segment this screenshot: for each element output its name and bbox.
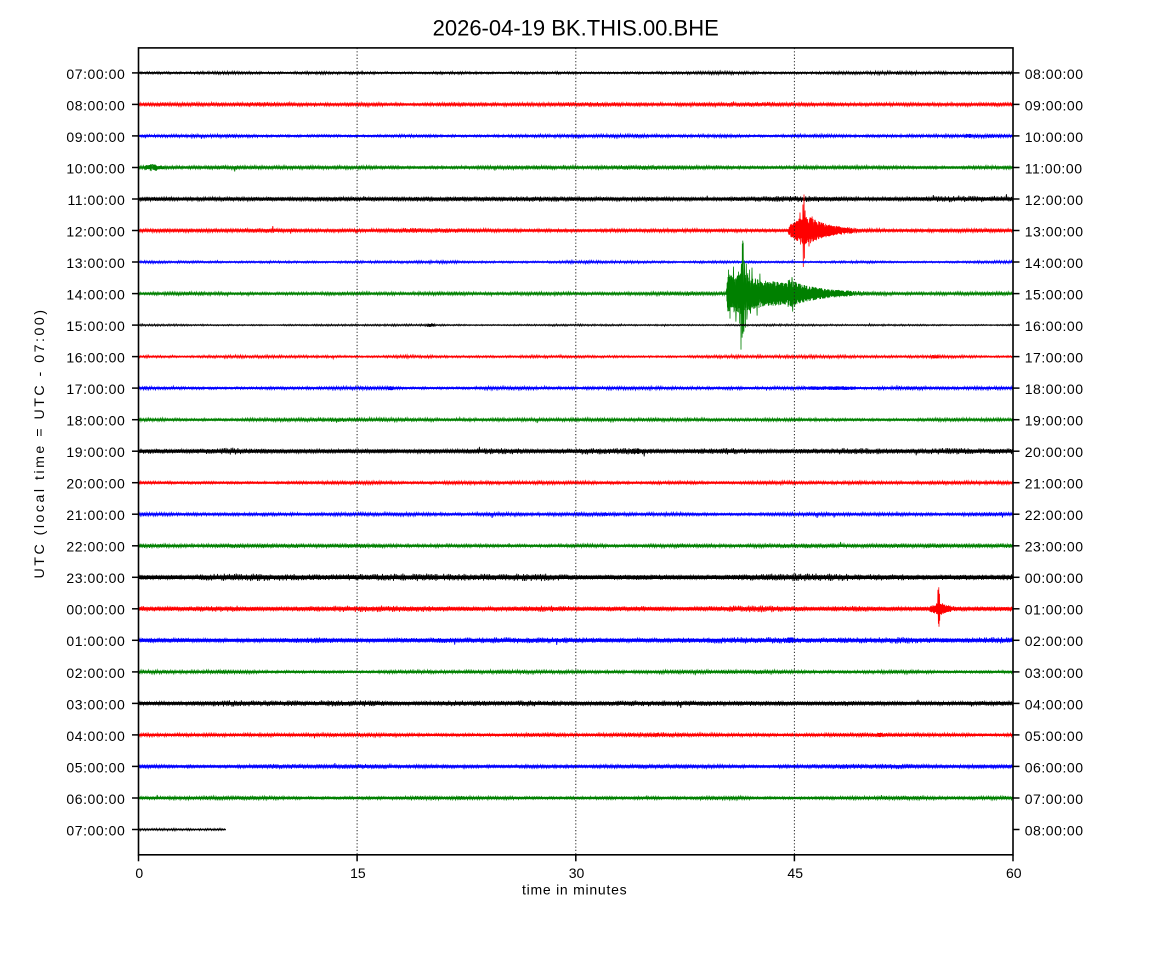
svg-text:05:00:00: 05:00:00 — [66, 759, 125, 775]
svg-text:10:00:00: 10:00:00 — [66, 160, 125, 176]
svg-text:14:00:00: 14:00:00 — [66, 287, 125, 303]
svg-text:08:00:00: 08:00:00 — [66, 97, 125, 113]
svg-text:17:00:00: 17:00:00 — [1025, 350, 1084, 366]
svg-text:09:00:00: 09:00:00 — [1025, 97, 1084, 113]
svg-text:45: 45 — [787, 865, 803, 881]
svg-text:13:00:00: 13:00:00 — [66, 255, 125, 271]
svg-text:02:00:00: 02:00:00 — [66, 665, 125, 681]
svg-text:21:00:00: 21:00:00 — [66, 507, 125, 523]
svg-text:03:00:00: 03:00:00 — [1025, 665, 1084, 681]
svg-text:2026-04-19 BK.THIS.00.BHE: 2026-04-19 BK.THIS.00.BHE — [433, 15, 719, 40]
svg-text:00:00:00: 00:00:00 — [66, 602, 125, 618]
svg-text:07:00:00: 07:00:00 — [1025, 791, 1084, 807]
svg-text:30: 30 — [569, 865, 585, 881]
svg-text:17:00:00: 17:00:00 — [66, 381, 125, 397]
svg-text:06:00:00: 06:00:00 — [66, 791, 125, 807]
svg-text:15:00:00: 15:00:00 — [66, 318, 125, 334]
svg-text:04:00:00: 04:00:00 — [66, 728, 125, 744]
svg-text:11:00:00: 11:00:00 — [67, 192, 125, 208]
svg-text:20:00:00: 20:00:00 — [1025, 444, 1084, 460]
svg-text:00:00:00: 00:00:00 — [1025, 570, 1084, 586]
svg-text:time in minutes: time in minutes — [522, 882, 627, 898]
svg-text:16:00:00: 16:00:00 — [1025, 318, 1084, 334]
svg-text:18:00:00: 18:00:00 — [1025, 381, 1084, 397]
svg-text:06:00:00: 06:00:00 — [1025, 759, 1084, 775]
svg-text:23:00:00: 23:00:00 — [1025, 539, 1084, 555]
svg-text:UTC (local time = UTC - 07:00): UTC (local time = UTC - 07:00) — [32, 308, 48, 579]
svg-text:21:00:00: 21:00:00 — [1025, 476, 1084, 492]
svg-text:23:00:00: 23:00:00 — [66, 570, 125, 586]
svg-text:20:00:00: 20:00:00 — [66, 476, 125, 492]
svg-text:10:00:00: 10:00:00 — [1025, 129, 1084, 145]
svg-text:14:00:00: 14:00:00 — [1025, 255, 1084, 271]
svg-text:19:00:00: 19:00:00 — [66, 444, 125, 460]
svg-text:04:00:00: 04:00:00 — [1025, 696, 1084, 712]
svg-text:03:00:00: 03:00:00 — [66, 696, 125, 712]
svg-text:16:00:00: 16:00:00 — [66, 350, 125, 366]
svg-text:0: 0 — [135, 865, 143, 881]
svg-text:19:00:00: 19:00:00 — [1025, 413, 1084, 429]
svg-text:15:00:00: 15:00:00 — [1025, 287, 1084, 303]
svg-text:01:00:00: 01:00:00 — [1025, 602, 1084, 618]
svg-text:08:00:00: 08:00:00 — [1025, 66, 1084, 82]
svg-text:15: 15 — [350, 865, 366, 881]
svg-text:13:00:00: 13:00:00 — [1025, 223, 1084, 239]
svg-text:22:00:00: 22:00:00 — [66, 539, 125, 555]
svg-text:22:00:00: 22:00:00 — [1025, 507, 1084, 523]
svg-text:12:00:00: 12:00:00 — [1025, 192, 1084, 208]
svg-text:07:00:00: 07:00:00 — [66, 822, 125, 838]
svg-text:18:00:00: 18:00:00 — [66, 413, 125, 429]
svg-text:08:00:00: 08:00:00 — [1025, 822, 1084, 838]
svg-text:60: 60 — [1006, 865, 1022, 881]
svg-text:01:00:00: 01:00:00 — [66, 633, 125, 649]
svg-text:09:00:00: 09:00:00 — [66, 129, 125, 145]
svg-text:05:00:00: 05:00:00 — [1025, 728, 1084, 744]
svg-text:12:00:00: 12:00:00 — [66, 223, 125, 239]
svg-text:07:00:00: 07:00:00 — [66, 66, 125, 82]
svg-text:02:00:00: 02:00:00 — [1025, 633, 1084, 649]
svg-text:11:00:00: 11:00:00 — [1025, 160, 1083, 176]
